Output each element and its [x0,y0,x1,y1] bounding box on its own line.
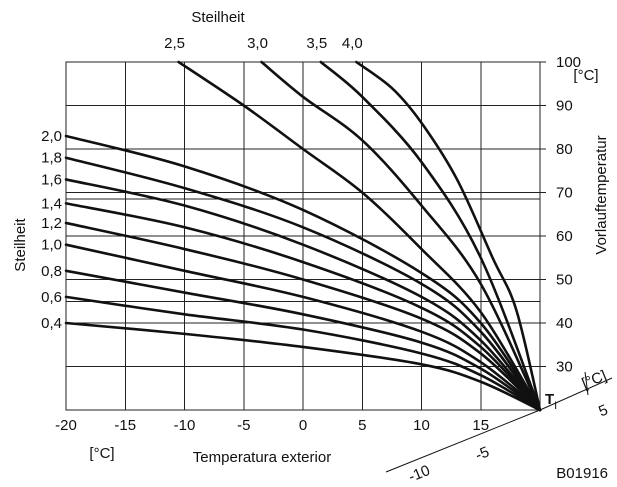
x-tick-label: 5 [358,417,366,434]
heating-curve-0-4 [64,321,542,412]
x-tick-label: -20 [55,417,77,434]
left-tick-label: 1,0 [41,237,62,254]
y-tick-label: 80 [556,141,573,158]
left-tick-label: 0,8 [41,263,62,280]
heating-curve-4-0 [355,60,542,412]
x-axis-unit: [°C] [89,445,114,462]
x-tick-label: -10 [174,417,196,434]
x-tick-label: -5 [237,417,250,434]
heating-curve-0-8 [64,269,542,412]
heating-curve-1-6 [64,178,542,412]
heating-curve-1-4 [64,202,542,412]
x-tick-label: -15 [114,417,136,434]
y-tick-label: 70 [556,185,573,202]
y-tick-label: 100 [556,54,581,71]
x-tick-label: 10 [413,417,430,434]
x-axis-title: Temperatura exterior [193,449,331,466]
y-tick-label: 90 [556,98,573,115]
room-axis-tick-label: -5 [473,443,492,464]
y-tick-label: 60 [556,228,573,245]
right-axis-title: Vorlauftemperatur [593,135,610,254]
heating-curve-2-5 [177,60,542,412]
left-tick-label: 1,2 [41,215,62,232]
left-tick-label: 1,8 [41,150,62,167]
room-axis-unit: [°C] [579,367,609,392]
y-tick-label: 40 [556,315,573,332]
left-tick-label: 1,4 [41,195,62,212]
room-axis-tick-label: -10 [406,462,432,486]
top-tick-label: 2,5 [164,35,185,52]
heating-curve-2-0 [64,134,542,412]
left-axis-title: Steilheit [12,217,29,271]
heating-curve-3-5 [319,60,542,412]
heating-curve-1-8 [64,156,542,412]
room-axis-upper [539,377,613,411]
heating-curves: 0,4 0,6 0,8 1,0 1,2 1,4 1,6 1,8 2,0 2,5 3,0 3,5 4,0 [41,35,542,412]
room-axis-lower [385,409,541,473]
left-tick-label: 0,4 [41,315,62,332]
top-tick-label: 3,0 [247,35,268,52]
y-tick-label: 50 [556,272,573,289]
x-tick-label: 0 [299,417,307,434]
right-axis-unit: [°C] [573,67,598,84]
heating-curve-1-2 [64,221,542,412]
top-axis-title: Steilheit [191,9,245,26]
heating-curve-0-6 [64,295,542,412]
y-tick-label: 30 [556,359,573,376]
figure-code: B01916 [556,465,608,482]
left-tick-label: 0,6 [41,289,62,306]
room-axis-tick-label: 5 [596,401,610,420]
heating-curve-1-0 [64,243,542,412]
room-axis-tick [584,371,589,396]
top-tick-label: 3,5 [306,35,327,52]
left-tick-label: 1,6 [41,171,62,188]
x-tick-label: 15 [472,417,489,434]
top-tick-label: 4,0 [342,35,363,52]
room-axis-label: TI [545,391,557,412]
heating-curve-3-0 [260,60,542,412]
left-tick-label: 2,0 [41,128,62,145]
